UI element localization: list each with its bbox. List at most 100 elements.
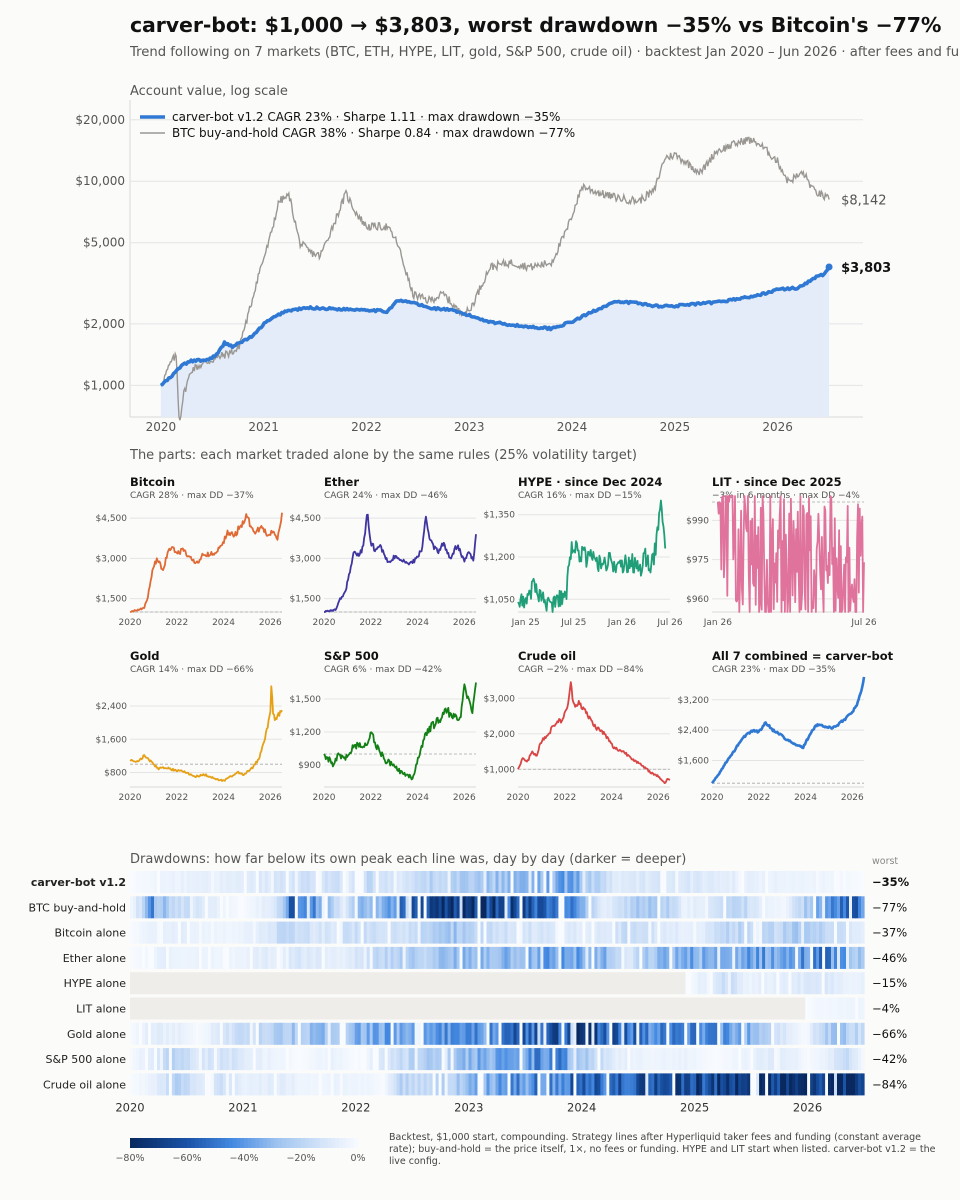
drawdown-cell (342, 1022, 347, 1045)
drawdown-cell (636, 1048, 640, 1071)
drawdown-cell (564, 871, 568, 893)
drawdown-cell (315, 871, 320, 893)
colorbar-segment (312, 1138, 317, 1148)
drawdown-cell (462, 1073, 467, 1096)
drawdown-cell (513, 871, 518, 893)
drawdown-cell (813, 921, 817, 944)
drawdown-cell (348, 1048, 353, 1071)
drawdown-cell (489, 921, 494, 944)
drawdown-cell (276, 921, 281, 944)
drawdown-cell (729, 871, 733, 893)
drawdown-cell (348, 1022, 353, 1045)
drawdown-cell (822, 997, 827, 1020)
drawdown-cell (747, 921, 751, 944)
drawdown-cell (750, 1048, 754, 1071)
drawdown-cell (537, 896, 541, 919)
drawdown-cell (519, 1048, 524, 1071)
drawdown-cell (480, 1048, 485, 1071)
drawdown-cell (333, 1022, 338, 1045)
drawdown-cell (576, 1073, 580, 1096)
drawdown-cell (432, 871, 437, 893)
drawdown-cell (225, 1022, 230, 1045)
colorbar-segment (175, 1138, 180, 1148)
drawdown-cell (525, 871, 530, 893)
drawdown-cell (697, 972, 702, 995)
drawdown-row-worst: −46% (872, 951, 907, 965)
drawdown-cell (654, 1073, 658, 1096)
drawdown-cell (735, 946, 739, 969)
panel-y-tick-label: $2,400 (678, 726, 710, 736)
drawdown-cell (771, 921, 775, 944)
drawdown-cell (687, 896, 691, 919)
drawdown-cell (842, 972, 847, 995)
drawdown-cell (765, 1022, 769, 1045)
drawdown-cell (768, 1048, 772, 1071)
drawdown-cell (648, 896, 652, 919)
drawdown-cell (166, 896, 170, 919)
drawdown-cell (597, 871, 601, 893)
drawdown-cell (534, 946, 538, 969)
drawdown-cell (749, 972, 753, 995)
drawdown-cell (678, 921, 682, 944)
drawdown-cell (192, 1022, 197, 1045)
drawdown-cell (825, 1073, 829, 1096)
drawdown-cell (183, 921, 188, 944)
drawdown-cell (639, 1022, 643, 1045)
panel-y-tick-label: $3,000 (290, 554, 322, 564)
drawdown-cell (777, 1073, 781, 1096)
drawdown-cell (585, 946, 589, 969)
footnote: Backtest, $1,000 start, compounding. Str… (389, 1132, 936, 1167)
drawdown-cell (136, 1048, 140, 1071)
drawdown-cell (471, 946, 476, 969)
drawdown-cell (546, 1022, 550, 1045)
drawdown-cell (852, 1073, 856, 1096)
drawdown-cell (171, 1048, 176, 1071)
drawdown-cell (291, 1073, 296, 1096)
drawdown-cell (819, 1022, 823, 1045)
drawdown-cell (852, 946, 856, 969)
drawdown-cell (471, 1048, 476, 1071)
drawdown-cell (180, 1073, 185, 1096)
drawdown-cell (621, 896, 625, 919)
drawdown-cell (573, 1048, 577, 1071)
drawdown-cell (627, 1073, 631, 1096)
drawdown-cell (579, 921, 583, 944)
drawdown-cell (228, 921, 233, 944)
main-x-tick-label: 2022 (351, 420, 382, 434)
drawdown-cell (453, 1022, 458, 1045)
drawdown-cell (791, 972, 795, 995)
drawdown-cell (855, 1048, 859, 1071)
drawdown-cell (321, 1048, 326, 1071)
drawdown-cell (756, 896, 760, 919)
drawdown-cell (378, 921, 383, 944)
drawdown-cell (540, 896, 544, 919)
drawdown-cell (627, 921, 631, 944)
drawdown-cell (432, 1022, 437, 1045)
drawdown-cell (747, 946, 751, 969)
drawdown-cell (420, 946, 425, 969)
drawdown-cell (300, 871, 305, 893)
drawdown-cell (534, 1073, 538, 1096)
drawdown-cell (770, 972, 774, 995)
drawdown-cell (261, 946, 266, 969)
drawdown-cell (525, 946, 530, 969)
panel-series-line (517, 499, 667, 613)
drawdown-cell (267, 871, 272, 893)
drawdown-cell (130, 871, 134, 893)
drawdown-cell (222, 871, 227, 893)
drawdown-cell (795, 1073, 799, 1096)
drawdown-cell (804, 1073, 808, 1096)
drawdown-cell (504, 1073, 509, 1096)
drawdown-cell (399, 1073, 404, 1096)
drawdown-cell (639, 896, 643, 919)
drawdown-cell (681, 1073, 685, 1096)
drawdown-cell (291, 921, 296, 944)
drawdown-cell (840, 871, 844, 893)
drawdown-cell (636, 1073, 640, 1096)
main-chart-title: Account value, log scale (130, 84, 288, 99)
drawdown-cell (174, 921, 179, 944)
drawdown-cell (489, 871, 494, 893)
drawdown-cell (564, 921, 568, 944)
drawdown-cell (198, 921, 203, 944)
drawdown-cell (507, 921, 512, 944)
